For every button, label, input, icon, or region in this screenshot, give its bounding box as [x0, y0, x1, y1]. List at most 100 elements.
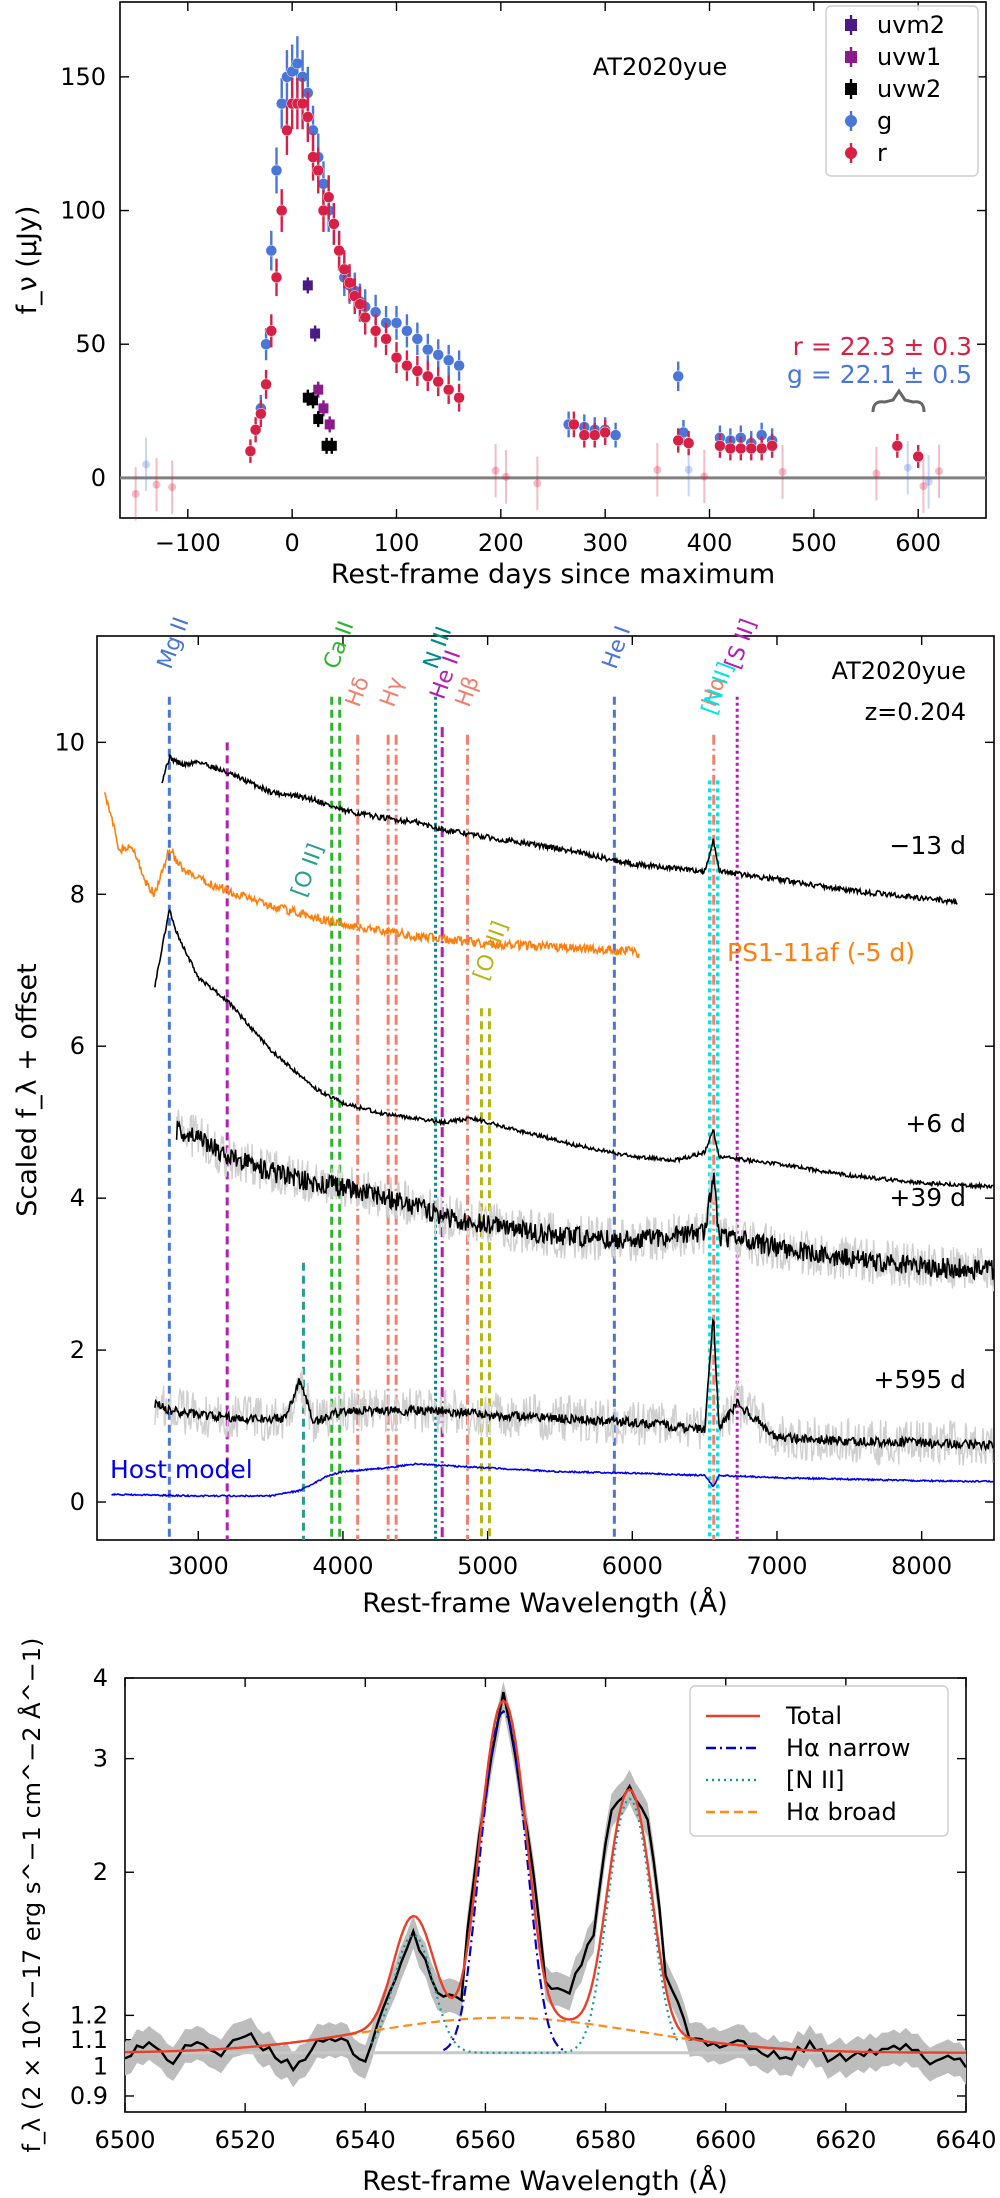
p1-point-r — [249, 424, 262, 436]
p2-ytick-label: 4 — [70, 1184, 85, 1212]
p1-point-r — [588, 429, 601, 441]
p1-point-r — [432, 375, 444, 388]
p1-legend-label: uvw2 — [877, 75, 941, 103]
p1-point-r — [270, 271, 283, 284]
p1-point-r — [735, 442, 747, 455]
p1-nondetection-point — [533, 479, 542, 488]
p2-line-label: Hδ — [341, 674, 375, 711]
p1-ytick-label: 50 — [75, 330, 106, 358]
p1-object-label: AT2020yue — [593, 53, 727, 81]
p1-nondetection-point — [684, 465, 693, 474]
p3-ytick-label: 2 — [93, 1858, 108, 1886]
p1-xtick-label: −100 — [155, 529, 221, 557]
p1-point-r — [891, 440, 904, 452]
p3-xtick-label: 6560 — [455, 2126, 516, 2154]
p1-point-r — [380, 333, 392, 345]
p2-xtick-label: 4000 — [312, 1552, 373, 1580]
p1-point-r — [578, 429, 591, 441]
r-magnitude-label: r = 22.3 ± 0.3 — [793, 332, 972, 361]
p1-xtick-label: 600 — [895, 529, 941, 557]
p1-point-uvw2 — [313, 414, 324, 425]
p1-nondetection-point — [700, 472, 709, 481]
p3-ytick-label: 1 — [93, 2052, 108, 2080]
p1-nondetection-point — [653, 465, 662, 474]
g-magnitude-label: g = 22.1 ± 0.5 — [787, 360, 972, 389]
p1-point-uvm2 — [302, 280, 313, 291]
p3-legend: Total Hα narrow [N II] Hα broad — [689, 1685, 949, 1837]
p1-point-uvw2 — [321, 440, 332, 451]
p2-line-label: [O II] — [287, 840, 329, 900]
p1-point-g — [672, 370, 684, 383]
p1-nondetection-point — [935, 467, 944, 476]
p1-point-r — [411, 365, 424, 377]
p3-ytick-label: 3 — [93, 1745, 108, 1773]
p2-object-label: AT2020yue — [832, 657, 966, 685]
p1-xtick-label: 300 — [582, 529, 628, 557]
p3-xtick-label: 6580 — [575, 2126, 636, 2154]
p2-spectrum — [154, 1317, 995, 1452]
p1-legend-marker — [845, 83, 857, 95]
p1-point-g — [453, 359, 465, 372]
p2-ytick-label: 8 — [70, 880, 85, 908]
p1-legend-marker — [845, 147, 857, 159]
p3-xtick-label: 6520 — [215, 2126, 276, 2154]
p2-spectrum — [154, 908, 994, 1191]
p2-xtick-label: 5000 — [457, 1552, 518, 1580]
p1-nondetection-point — [131, 489, 140, 498]
p1-ytick-label: 150 — [60, 63, 106, 91]
p1-point-r — [281, 124, 293, 137]
p1-legend-label: uvm2 — [877, 11, 945, 39]
p1-nondetection-point — [919, 482, 928, 491]
p2-xtick-label: 3000 — [168, 1552, 229, 1580]
p2-xtick-label: 7000 — [746, 1552, 807, 1580]
p1-point-r — [307, 151, 319, 163]
p2-line-label: [O III] — [469, 918, 513, 984]
p1-nondetection-point — [903, 463, 912, 472]
p3-ytick-label: 0.9 — [70, 2082, 108, 2110]
p3-legend-label: Hα narrow — [786, 1734, 911, 1762]
p2-ylabel: Scaled f_λ + offset — [12, 963, 43, 1217]
p1-point-r — [317, 204, 330, 217]
p1-xtick-label: 200 — [478, 529, 524, 557]
p1-xtick-label: 500 — [791, 529, 837, 557]
p1-point-r — [912, 450, 924, 463]
p1-nondetection-point — [168, 483, 177, 492]
spectra-panel: 3000 4000 5000 6000 7000 8000 0 2 4 6 8 10 Mg II [O … — [12, 614, 995, 1619]
p3-xtick-label: 6600 — [695, 2126, 756, 2154]
p1-legend-marker — [845, 115, 857, 127]
p3-total-fit-line — [124, 1699, 966, 2054]
p1-point-r — [599, 426, 611, 439]
p1-point-r — [766, 440, 778, 452]
p3-xtick-label: 6500 — [94, 2126, 155, 2154]
p2-epoch-label: +595 d — [874, 1365, 966, 1394]
p2-ytick-label: 2 — [70, 1336, 85, 1364]
p1-point-r — [265, 325, 278, 337]
p3-ylabel: f_λ (2 × 10^−17 erg s^−1 cm^−2 Å^−1) — [17, 1638, 46, 2153]
p3-data-uncertainty-band — [125, 1681, 966, 2088]
p1-point-r — [442, 383, 455, 396]
p2-xtick-label: 8000 — [891, 1552, 952, 1580]
p1-nondetection-point — [502, 472, 511, 481]
p1-point-r — [369, 325, 382, 337]
p1-nondetection-point — [152, 480, 161, 489]
p2-epoch-label: +39 d — [889, 1183, 966, 1212]
p2-epoch-labels: −13 d PS1-11af (-5 d) +6 d +39 d +595 d Host … — [110, 831, 966, 1484]
p1-point-r — [275, 204, 288, 217]
p3-ytick-label: 1.2 — [70, 2001, 108, 2029]
p2-line-label: Hγ — [376, 674, 410, 710]
p1-point-r — [338, 263, 351, 276]
p3-xlabel: Rest-frame Wavelength (Å) — [362, 2165, 728, 2197]
p1-point-g — [260, 338, 272, 350]
p1-legend-box — [825, 5, 979, 177]
p2-ytick-label: 0 — [70, 1488, 85, 1516]
p1-point-g — [275, 97, 288, 110]
p1-frame — [119, 1, 987, 519]
p1-point-r — [422, 370, 434, 383]
p1-point-g — [422, 343, 434, 356]
p1-point-r — [260, 378, 272, 391]
p1-point-r — [682, 437, 695, 449]
p1-point-r — [724, 442, 737, 455]
p1-point-r — [328, 218, 340, 230]
p1-point-r — [401, 359, 413, 372]
